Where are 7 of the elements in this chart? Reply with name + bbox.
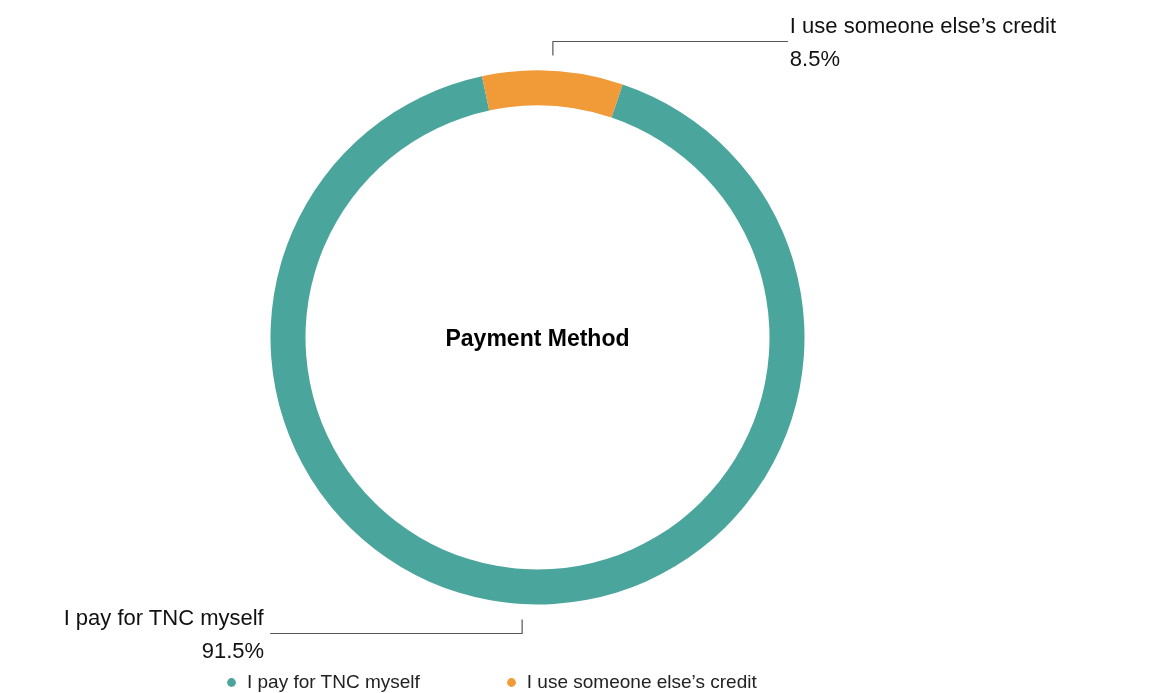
- legend-label: I pay for TNC myself: [247, 671, 420, 693]
- slice-label: I pay for TNC myself: [63, 604, 265, 630]
- data-label: 91.5%: [201, 637, 265, 663]
- slice-label: I use someone else’s credit: [789, 12, 1057, 38]
- legend-label: I use someone else’s credit: [526, 671, 757, 693]
- data-label: 8.5%: [789, 45, 841, 71]
- text: Payment Method: [445, 324, 630, 351]
